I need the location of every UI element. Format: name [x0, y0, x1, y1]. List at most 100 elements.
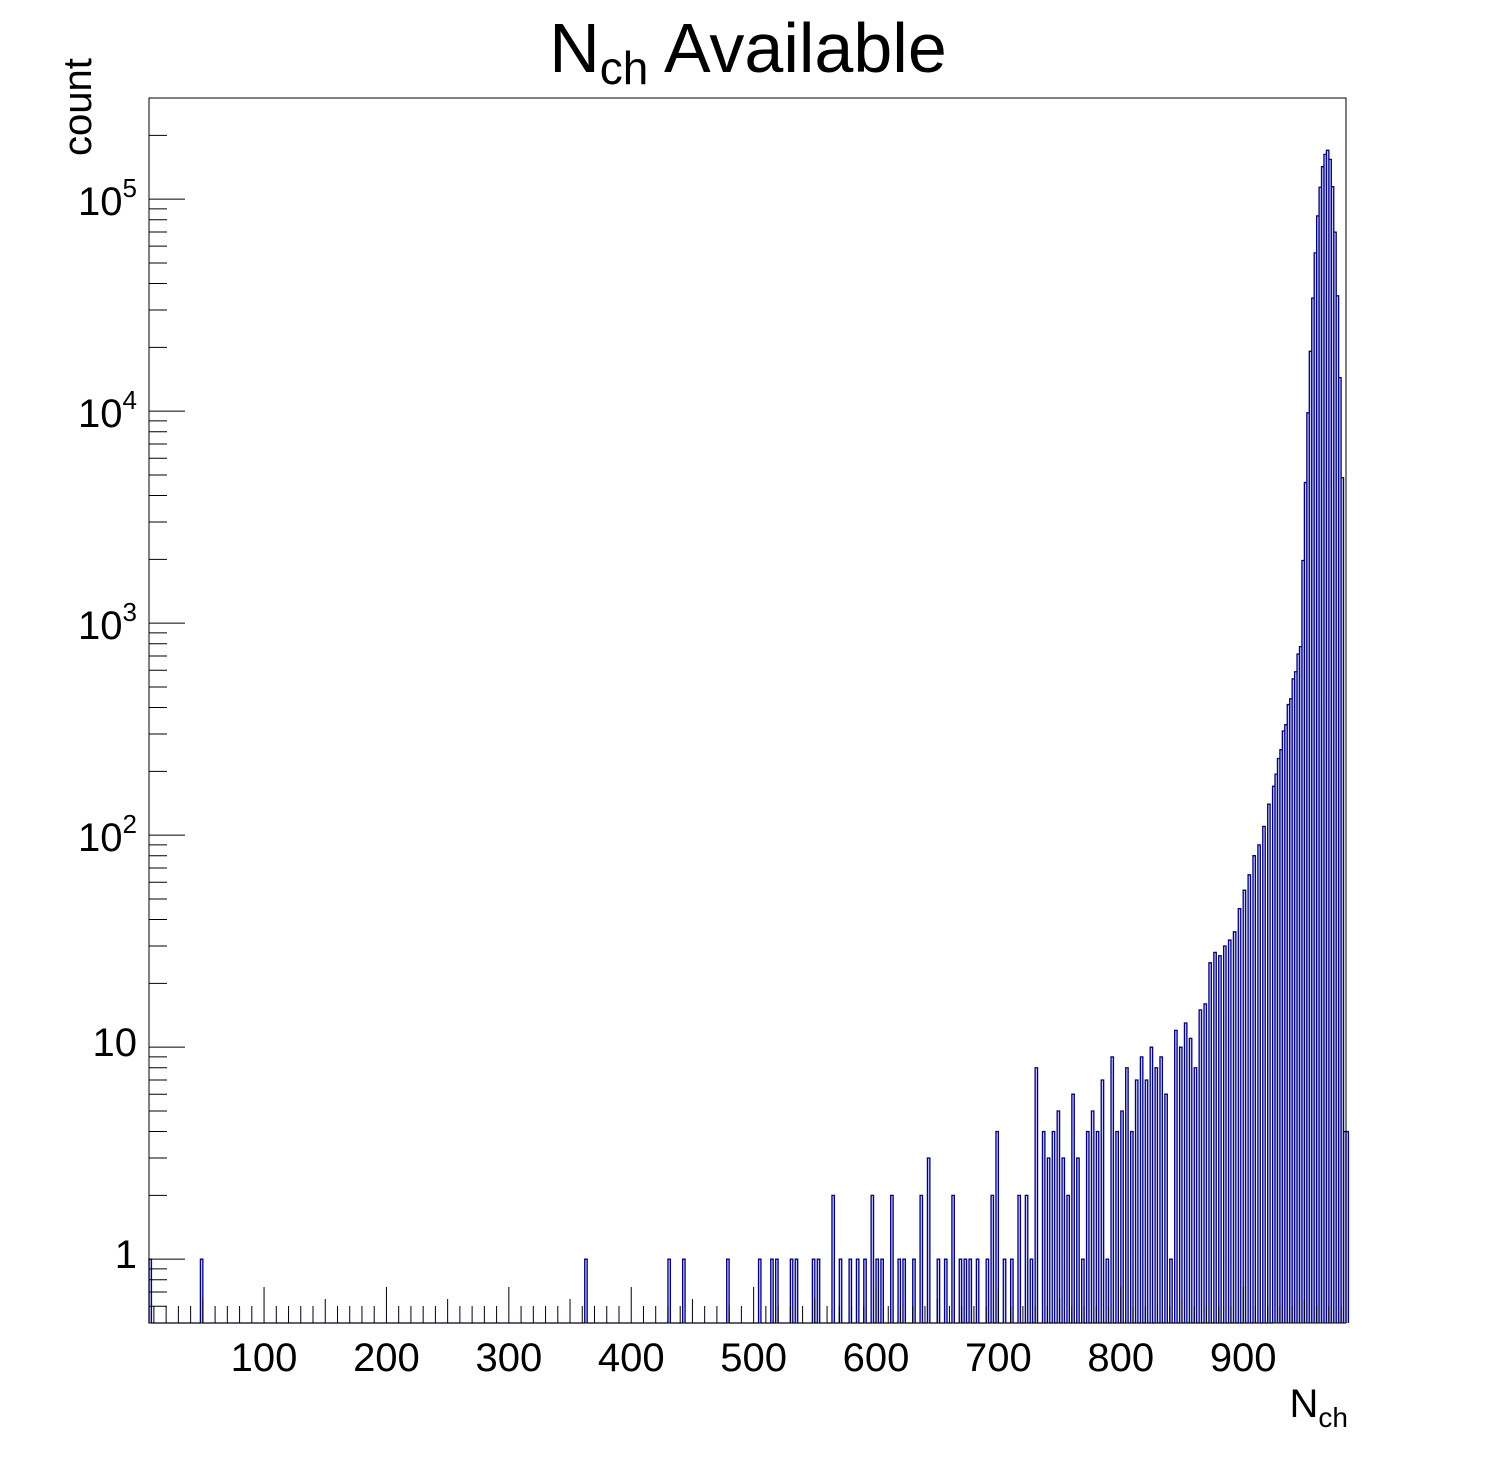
histogram-bin — [1076, 1158, 1080, 1323]
histogram-bin — [1189, 1038, 1192, 1323]
x-tick-label: 600 — [842, 1336, 910, 1380]
histogram-bin — [1194, 1067, 1197, 1323]
histogram-outline — [148, 149, 1350, 1324]
x-tick-label: 800 — [1087, 1336, 1155, 1380]
histogram-bin — [1346, 1131, 1349, 1323]
histogram-bin — [1159, 1056, 1163, 1323]
histogram-bin — [790, 1259, 793, 1323]
histogram-bin — [1017, 1195, 1021, 1323]
histogram-bin — [1130, 1131, 1134, 1323]
histogram-bin — [1091, 1110, 1094, 1323]
histogram-bin — [1301, 560, 1305, 1323]
histogram-bin — [902, 1259, 906, 1323]
histogram-bin — [880, 1259, 884, 1323]
histogram-bin — [1267, 804, 1271, 1323]
histogram-bin — [1066, 1195, 1070, 1323]
histogram-bin — [991, 1195, 994, 1323]
histogram-bin — [1319, 187, 1322, 1324]
histogram-bin — [1010, 1259, 1014, 1323]
histogram-bin — [976, 1259, 979, 1323]
histogram-bin — [1047, 1158, 1050, 1323]
histogram-bin — [1275, 774, 1278, 1323]
histogram-bin — [1287, 704, 1290, 1323]
histogram-bin — [969, 1259, 972, 1323]
histogram-bin — [1164, 1094, 1168, 1323]
histogram-bin — [1145, 1080, 1148, 1323]
histogram-bin — [1155, 1067, 1158, 1323]
histogram-bin — [1140, 1056, 1143, 1323]
histogram-bin — [951, 1195, 955, 1323]
histogram-bin — [584, 1259, 588, 1323]
histogram-bin — [959, 1259, 962, 1323]
histogram-bin — [1179, 1047, 1182, 1323]
histogram-bin — [726, 1259, 730, 1323]
histogram-bin — [667, 1259, 671, 1323]
histogram-bin — [937, 1259, 940, 1323]
histogram-bin — [1204, 1003, 1207, 1323]
y-tick-label: 1 — [114, 1233, 137, 1278]
histogram-bin — [1252, 855, 1256, 1323]
y-tick-label: 103 — [78, 597, 137, 649]
x-tick-label: 100 — [230, 1336, 298, 1380]
histogram-bin — [775, 1259, 779, 1323]
histogram-bin — [912, 1259, 916, 1323]
histogram-bin — [831, 1195, 835, 1323]
histogram-bin — [1294, 671, 1298, 1323]
histogram-bin — [1101, 1080, 1104, 1323]
histogram-bin — [1223, 946, 1227, 1323]
histogram-bin — [1081, 1259, 1085, 1323]
histogram-bin — [1115, 1131, 1119, 1323]
histogram-bin — [944, 1259, 947, 1323]
x-axis-label: Nch — [1289, 1382, 1348, 1433]
histogram-bin — [964, 1259, 967, 1323]
histogram-bin — [849, 1259, 852, 1323]
histogram-bin — [1277, 758, 1280, 1323]
histogram-bin — [682, 1259, 686, 1323]
histogram-bin — [1336, 295, 1339, 1323]
histogram-bin — [995, 1131, 999, 1323]
histogram-bin — [1030, 1259, 1033, 1323]
histogram-bin — [1213, 952, 1217, 1323]
y-tick-label: 10 — [92, 1021, 138, 1066]
y-tick-label: 102 — [78, 809, 137, 861]
plot-frame — [148, 97, 1347, 1324]
histogram-bin — [1086, 1131, 1089, 1323]
histogram-bin — [1316, 215, 1320, 1324]
histogram-bin — [1238, 908, 1241, 1323]
histogram-bin — [817, 1259, 820, 1323]
x-tick-label: 500 — [720, 1336, 787, 1380]
histogram-bin — [1309, 351, 1312, 1323]
histogram-bin — [1297, 654, 1300, 1323]
x-tick-label: 300 — [475, 1336, 543, 1380]
histogram-bin — [1003, 1259, 1006, 1323]
histogram-bin — [1184, 1023, 1187, 1323]
histogram-bin — [876, 1259, 879, 1323]
x-tick-label: 900 — [1209, 1336, 1277, 1380]
histogram-bin — [1328, 159, 1332, 1323]
histogram-bin — [1062, 1158, 1065, 1323]
histogram-bin — [1025, 1195, 1028, 1323]
histogram-bin — [1174, 1030, 1178, 1323]
histogram-bin — [1343, 1131, 1346, 1323]
histogram-bin — [1125, 1067, 1129, 1323]
histogram-bin — [1338, 377, 1342, 1323]
histogram-bin — [1071, 1094, 1075, 1323]
histogram-bin — [839, 1259, 842, 1323]
histogram-bin — [1106, 1259, 1109, 1323]
chart-title: Nch Available — [549, 9, 947, 94]
histogram-bin — [1052, 1131, 1055, 1323]
histogram-bin — [1057, 1110, 1060, 1323]
histogram-bin — [871, 1195, 874, 1323]
y-tick-label: 105 — [78, 173, 137, 225]
histogram-bin — [1321, 166, 1324, 1324]
histogram-bin — [898, 1259, 901, 1323]
histogram-bin — [1111, 1056, 1114, 1323]
x-tick-label: 400 — [597, 1336, 665, 1380]
histogram-bin — [1257, 844, 1261, 1323]
histogram-bin — [795, 1259, 798, 1323]
histogram-bin — [1042, 1131, 1045, 1323]
histogram-bin — [1304, 482, 1307, 1324]
histogram-bin — [1341, 477, 1344, 1323]
histogram-bin — [1208, 962, 1212, 1323]
